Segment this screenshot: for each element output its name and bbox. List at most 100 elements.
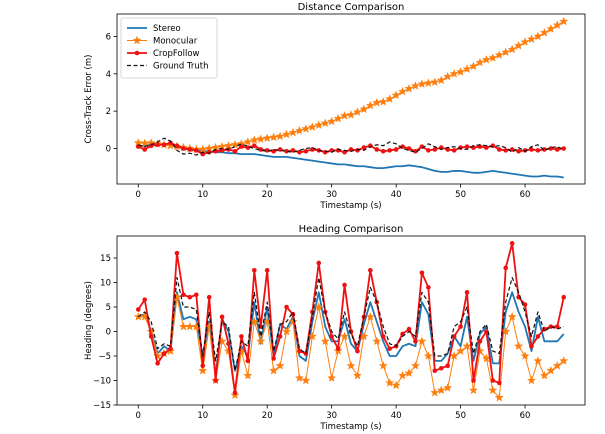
data-point [380, 149, 386, 154]
data-point [288, 127, 298, 137]
data-point [239, 144, 244, 149]
y-tick-label: 0 [106, 328, 111, 338]
data-point [432, 147, 438, 152]
series-stereo [137, 291, 565, 377]
y-tick-label: 10 [100, 279, 111, 289]
data-point [419, 270, 425, 276]
data-point [277, 334, 283, 339]
y-tick-label: 6 [106, 32, 111, 42]
legend-marker [134, 50, 140, 56]
data-point [314, 302, 324, 311]
data-point [393, 147, 399, 152]
data-point [464, 144, 470, 149]
data-point [378, 361, 388, 370]
series-line [138, 137, 564, 156]
data-point [451, 334, 457, 339]
data-point [509, 147, 515, 152]
data-point [509, 241, 515, 246]
data-point [359, 104, 369, 114]
data-point [368, 267, 373, 273]
data-point [340, 111, 350, 120]
data-point [282, 326, 292, 336]
data-point [423, 78, 433, 87]
data-point [471, 378, 476, 383]
x-axis-label: Timestamp (s) [319, 422, 381, 432]
data-point [490, 143, 496, 149]
data-point [559, 16, 569, 26]
distance-comparison-panel: Distance Comparison 0 10 20 30 40 50 60 0 2 4 6 Time… [84, 2, 586, 211]
data-point [297, 348, 302, 354]
x-tick-label: 10 [197, 411, 208, 421]
data-point [477, 339, 483, 344]
data-point [232, 390, 238, 396]
legend-box [120, 17, 218, 79]
data-point [529, 343, 534, 349]
data-point [378, 97, 388, 106]
data-point [522, 148, 528, 153]
data-point [423, 351, 433, 360]
data-point [174, 143, 180, 149]
data-point [355, 148, 360, 153]
data-point [404, 368, 414, 378]
data-point [168, 346, 173, 351]
data-point [554, 147, 560, 152]
data-point [161, 142, 167, 148]
data-point [243, 137, 253, 146]
data-point [335, 346, 341, 351]
data-point [458, 324, 463, 329]
data-point [535, 148, 541, 153]
data-point [535, 334, 541, 339]
data-point [548, 324, 554, 329]
data-point [385, 378, 395, 387]
data-point [178, 321, 188, 331]
data-point [232, 149, 238, 154]
data-point [284, 304, 289, 310]
y-tick-label: −10 [93, 377, 111, 387]
data-point [410, 361, 420, 370]
legend: Stereo Monocular CropFollow Ground Truth [120, 17, 218, 79]
data-point [346, 361, 356, 370]
data-point [494, 50, 504, 59]
x-tick-label: 20 [262, 411, 273, 421]
data-point [193, 292, 199, 298]
data-point [432, 368, 438, 374]
data-point [417, 336, 427, 346]
data-point [320, 118, 330, 128]
data-point [294, 126, 304, 135]
data-point [185, 321, 195, 331]
data-point [329, 334, 334, 339]
data-point [417, 79, 427, 88]
data-point [552, 20, 562, 30]
data-point [282, 129, 292, 139]
y-tick-label: 4 [106, 70, 111, 80]
data-point [226, 341, 231, 347]
data-point [451, 148, 457, 153]
data-point [490, 378, 496, 383]
data-point [552, 361, 562, 370]
data-point [496, 380, 502, 386]
x-tick-label: 40 [391, 411, 402, 421]
data-point [346, 110, 356, 119]
data-point [438, 365, 444, 371]
data-point [404, 83, 414, 93]
data-point [561, 146, 567, 151]
data-point [365, 100, 375, 110]
data-point [436, 75, 446, 85]
data-point [269, 132, 279, 142]
x-tick-label: 20 [262, 190, 273, 200]
data-point [333, 113, 343, 123]
data-point [271, 356, 276, 361]
chart-title: Heading Comparison [299, 224, 404, 235]
series-ground-truth [138, 137, 564, 156]
data-point [322, 149, 328, 155]
data-point [503, 265, 509, 271]
plot-area [133, 241, 569, 402]
data-point [142, 297, 148, 302]
data-point [520, 351, 530, 360]
data-point [464, 290, 470, 295]
series-monocular [133, 16, 569, 154]
data-point [529, 147, 534, 152]
plot-area [133, 16, 569, 179]
data-point [155, 142, 160, 148]
